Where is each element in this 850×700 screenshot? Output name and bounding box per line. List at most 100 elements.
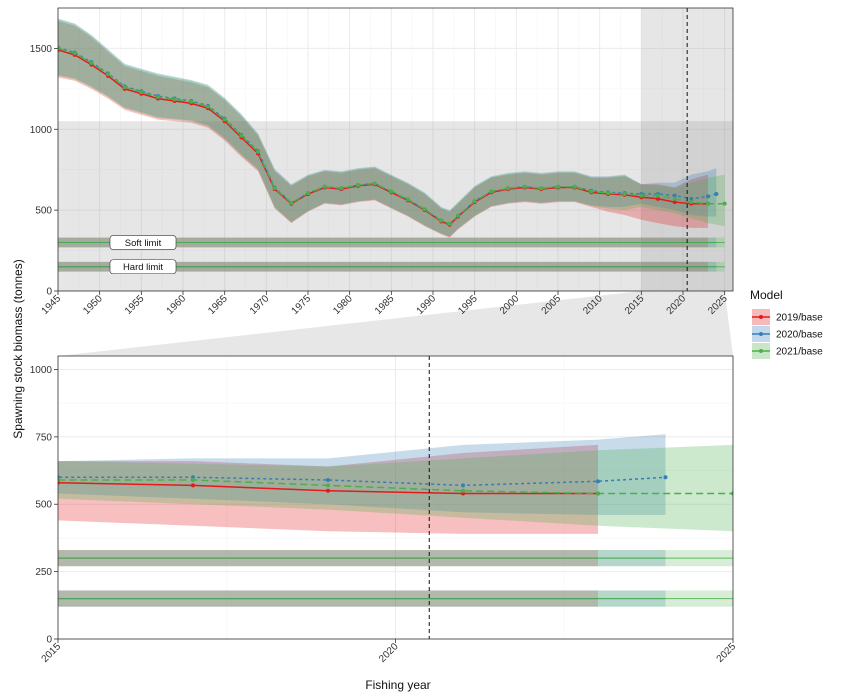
reference-line-labels: Soft limit Hard limit bbox=[109, 235, 177, 275]
data-point-2021-base bbox=[461, 488, 465, 493]
y-tick-label: 0 bbox=[46, 635, 52, 646]
data-point-2021-base bbox=[722, 201, 727, 206]
data-point-2020-base bbox=[663, 475, 668, 480]
x-tick-label: 2015 bbox=[40, 641, 64, 665]
zoom-connector bbox=[58, 291, 733, 356]
x-tick-label: 1955 bbox=[123, 293, 147, 317]
data-point-2020-base bbox=[326, 477, 330, 482]
data-point-2021-base bbox=[506, 186, 510, 191]
legend-label: 2020/base bbox=[776, 330, 823, 341]
legend-items: 2019/base 2020/base 2021/base bbox=[752, 309, 823, 359]
x-tick-label: 2025 bbox=[715, 641, 739, 665]
x-axis-title: Fishing year bbox=[365, 678, 430, 692]
limit-label-box bbox=[109, 235, 177, 250]
limit-label-box bbox=[109, 259, 177, 275]
top-panel: Soft limit Hard limit 0 500 1000 1500 1945 195… bbox=[30, 7, 734, 317]
top-confidence-bands bbox=[58, 18, 725, 238]
data-point-2021-base bbox=[589, 189, 594, 194]
y-tick-label: 250 bbox=[35, 567, 52, 578]
data-point-2021-base bbox=[122, 85, 127, 90]
data-point-2021-base bbox=[689, 200, 694, 205]
data-point-2021-base bbox=[356, 183, 360, 188]
x-tick-label: 1950 bbox=[81, 293, 105, 317]
series-line-2021-base bbox=[58, 47, 725, 225]
legend: Model 2019/base 2020/base 2021/base bbox=[750, 288, 823, 359]
data-point-2021-base bbox=[172, 97, 177, 102]
data-point-2021-base bbox=[447, 221, 452, 226]
data-point-2020-base bbox=[672, 193, 677, 198]
y-tick-label: 1000 bbox=[30, 365, 53, 376]
data-point-2021-base bbox=[572, 184, 577, 189]
data-point-2021-base bbox=[89, 60, 94, 65]
data-point-2021-base bbox=[706, 201, 710, 206]
y-tick-label: 500 bbox=[35, 206, 52, 217]
data-point-2019-base bbox=[656, 196, 660, 201]
limit-label: Soft limit bbox=[125, 238, 162, 249]
data-point-2021-base bbox=[622, 191, 627, 196]
data-point-2021-base bbox=[656, 193, 660, 198]
x-tick-label: 1990 bbox=[415, 293, 439, 317]
y-tick-label: 0 bbox=[46, 287, 52, 298]
y-tick-label: 500 bbox=[35, 500, 52, 511]
data-point-2021-base bbox=[372, 181, 377, 186]
data-point-2020-base bbox=[689, 196, 694, 201]
data-point-2021-base bbox=[672, 196, 677, 201]
data-point-2020-base bbox=[714, 191, 719, 196]
data-point-2021-base bbox=[326, 483, 330, 488]
data-point-2021-base bbox=[256, 149, 260, 154]
x-tick-label: 1945 bbox=[40, 293, 64, 317]
data-point-2021-base bbox=[339, 186, 344, 191]
bottom-series-points bbox=[58, 475, 733, 496]
data-point-2021-base bbox=[389, 189, 394, 194]
data-point-2021-base bbox=[422, 207, 427, 212]
confidence-band-2020-base bbox=[58, 18, 717, 237]
x-tick-label: 1960 bbox=[165, 293, 189, 317]
data-point-2021-base bbox=[489, 189, 494, 194]
data-point-2021-base bbox=[189, 99, 194, 104]
data-point-2021-base bbox=[239, 133, 244, 138]
x-tick-label: 1965 bbox=[206, 293, 230, 317]
confidence-band-2020-base bbox=[58, 434, 666, 515]
data-point-2021-base bbox=[596, 491, 600, 496]
limit-label: Hard limit bbox=[123, 262, 163, 273]
y-tick-label: 750 bbox=[35, 432, 52, 443]
bottom-reference-lines bbox=[58, 550, 733, 607]
bottom-confidence-bands bbox=[58, 434, 733, 534]
data-point-2021-base bbox=[206, 104, 210, 109]
bottom-panel: 0 250 500 750 1000 2015 2020 2025 bbox=[30, 355, 739, 665]
data-point-2021-base bbox=[289, 200, 294, 205]
data-point-2019-base bbox=[672, 200, 677, 205]
top-series-points bbox=[58, 45, 727, 227]
data-point-2021-base bbox=[556, 184, 560, 189]
legend-key-point bbox=[759, 332, 763, 336]
x-tick-label: 2020 bbox=[377, 641, 401, 665]
data-point-2021-base bbox=[58, 477, 60, 482]
x-tick-label: 1975 bbox=[290, 293, 314, 317]
data-point-2021-base bbox=[406, 197, 410, 202]
data-point-2019-base bbox=[326, 488, 330, 493]
data-point-2021-base bbox=[472, 199, 477, 204]
data-point-2021-base bbox=[272, 186, 277, 191]
legend-label: 2019/base bbox=[776, 313, 823, 324]
data-point-2021-base bbox=[222, 117, 227, 122]
data-point-2020-base bbox=[706, 194, 710, 199]
data-point-2021-base bbox=[156, 94, 160, 99]
y-axis-title: Spawning stock biomass (tonnes) bbox=[11, 259, 25, 438]
data-point-2021-base bbox=[191, 477, 195, 482]
data-point-2021-base bbox=[322, 184, 327, 189]
data-point-2019-base bbox=[191, 483, 195, 488]
legend-label: 2021/base bbox=[776, 347, 823, 358]
data-point-2021-base bbox=[539, 186, 544, 191]
data-point-2021-base bbox=[731, 491, 733, 496]
confidence-band-2019-base bbox=[58, 20, 708, 238]
x-tick-label: 1970 bbox=[248, 293, 272, 317]
legend-key-point bbox=[759, 315, 763, 319]
data-point-2020-base bbox=[596, 479, 600, 484]
data-point-2021-base bbox=[639, 193, 644, 198]
x-tick-label: 1985 bbox=[373, 293, 397, 317]
legend-key-point bbox=[759, 349, 763, 353]
y-tick-label: 1000 bbox=[30, 125, 53, 136]
data-point-2021-base bbox=[139, 90, 144, 95]
top-panel-border bbox=[57, 7, 734, 292]
